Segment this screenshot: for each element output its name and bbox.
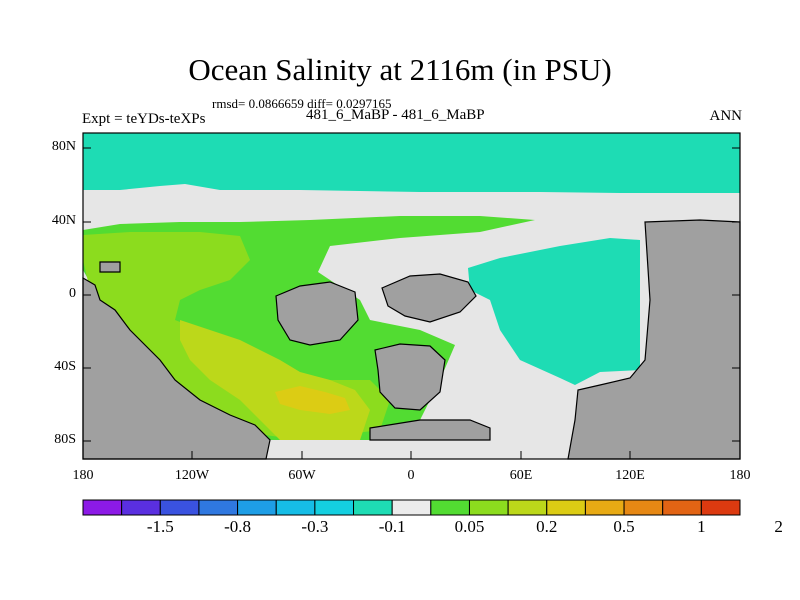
island-north-west (99, 261, 121, 273)
lat-label: 0 (69, 286, 76, 301)
lon-label: 120W (174, 468, 210, 483)
colorbar (82, 499, 741, 516)
colorbar-swatch (468, 499, 509, 516)
lon-label: 180 (72, 468, 94, 483)
lat-label: 80N (51, 139, 76, 154)
colorbar-swatch (237, 499, 277, 516)
axis-ticks (82, 147, 741, 459)
colorbar-label: 2 (774, 517, 783, 536)
colorbar-label: -1.5 (146, 517, 174, 536)
colorbar-swatch (623, 499, 664, 516)
stats-line: rmsd= 0.0866659 diff= 0.0297165 (212, 96, 392, 111)
lon-label: 180 (729, 468, 751, 483)
colorbar-label: 0.5 (613, 517, 635, 536)
colorbar-label: 1 (697, 517, 706, 536)
lon-label: 120E (615, 468, 645, 483)
southern-ridge (369, 419, 491, 441)
north-polar-band (83, 133, 740, 193)
colorbar-swatch (700, 499, 741, 516)
colorbar-swatch (391, 499, 432, 516)
colorbar-swatch (159, 499, 200, 516)
lon-label: 60W (288, 468, 316, 483)
colorbar-swatch (584, 499, 625, 516)
colorbar-label: -0.3 (301, 517, 329, 536)
colorbar-swatch (82, 499, 123, 516)
colorbar-swatch (121, 499, 161, 516)
lon-label: 60E (509, 468, 533, 483)
experiment-subtitle: 481_6_MaBP - 481_6_MaBP (306, 107, 485, 123)
colorbar-swatch (353, 499, 393, 516)
colorbar-swatch (275, 499, 316, 516)
colorbar-swatch (314, 499, 355, 516)
continent-west (82, 276, 271, 460)
map-title: Ocean Salinity at 2116m (in PSU) (188, 52, 612, 87)
lon-label: 0 (407, 468, 415, 483)
colorbar-label: -0.1 (378, 517, 406, 536)
colorbar-label: -0.8 (224, 517, 252, 536)
experiment-label: Expt = teYDs-teXPs (82, 111, 206, 127)
land-masses (82, 219, 741, 460)
colorbar-swatch (662, 499, 702, 516)
lat-label: 40N (51, 213, 76, 228)
colorbar-swatch (198, 499, 239, 516)
colorbar-label: 0.05 (454, 517, 485, 536)
season-label: ANN (709, 108, 743, 124)
lat-label: 80S (54, 432, 76, 447)
eastern-teal-basin (468, 238, 640, 385)
island-east-mid (381, 273, 477, 323)
lat-label: 40S (54, 359, 76, 374)
island-south-mid (374, 343, 446, 411)
orange-patch (275, 386, 350, 414)
colorbar-swatch (546, 499, 586, 516)
colorbar-label: 0.2 (536, 517, 558, 536)
colorbar-swatch (507, 499, 548, 516)
colorbar-swatch (430, 499, 470, 516)
island-mid (275, 281, 359, 346)
